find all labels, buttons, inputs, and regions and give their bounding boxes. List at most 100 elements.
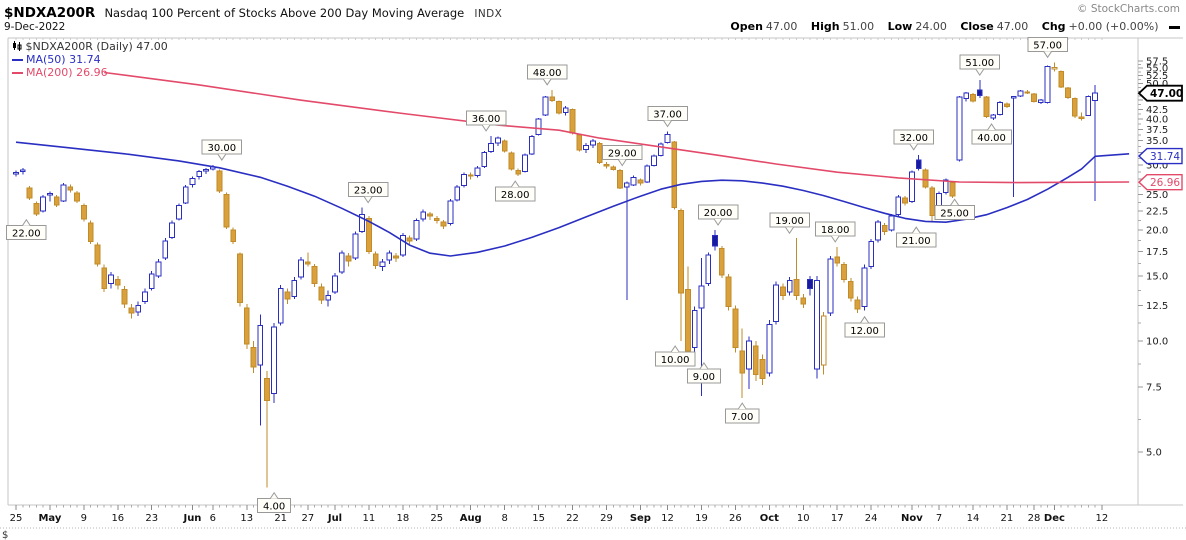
annotation-label: 30.00 (208, 143, 237, 154)
x-axis-label: 6 (210, 513, 216, 524)
candle (399, 235, 406, 256)
legend-ma50-row: MA(50) 31.74 (12, 53, 168, 66)
candle (1058, 71, 1065, 88)
price-box-label: 47.00 (1150, 88, 1183, 100)
y-axis-label: 5.0 (1146, 447, 1162, 458)
y-axis-label: 35.0 (1146, 136, 1168, 147)
open-label: Open (730, 20, 763, 33)
candle (664, 134, 671, 144)
candle (562, 107, 569, 114)
x-axis-label: 29 (600, 513, 613, 524)
y-axis-label: 50.0 (1146, 79, 1168, 90)
annotation-pointer (481, 124, 491, 132)
candle (813, 279, 820, 370)
candle (67, 186, 74, 191)
x-axis-label: 27 (301, 513, 314, 524)
price-box-ma50 (1137, 147, 1183, 165)
candle (386, 252, 393, 261)
y-axis-label: 40.0 (1146, 115, 1168, 126)
candle (942, 179, 949, 193)
legend-series-row: $NDXA200R (Daily) 47.00 (12, 40, 168, 53)
chart-plot-area[interactable] (8, 38, 1138, 505)
y-axis-label: 10.0 (1146, 337, 1168, 348)
candle (854, 299, 861, 310)
annotation-pointer (699, 361, 709, 370)
candle (250, 347, 257, 368)
candle (121, 288, 128, 305)
x-axis-month-label: Nov (901, 513, 923, 524)
candle (902, 197, 908, 204)
annotation-pointer (987, 123, 996, 131)
y-axis-label: 25.0 (1146, 190, 1168, 201)
annotation-pointer (713, 218, 723, 226)
candle (705, 254, 712, 285)
y-axis-label: 30.0 (1146, 161, 1168, 172)
x-axis-label: 28 (1028, 513, 1041, 524)
candle (861, 267, 868, 308)
annotation-label: 29.00 (608, 149, 637, 160)
annotation-label: 28.00 (501, 190, 530, 201)
x-axis-label: 19 (695, 513, 708, 524)
candle (74, 192, 80, 202)
annotation-label: 57.00 (1033, 40, 1062, 51)
x-axis-month-label: Sep (630, 513, 651, 524)
annotation-label: 21.00 (902, 236, 931, 247)
annotation-label: 40.00 (977, 133, 1006, 144)
symbol-name-label: Nasdaq 100 Percent of Stocks Above 200 D… (104, 6, 465, 20)
candle (155, 261, 162, 277)
price-box-ma200 (1137, 173, 1183, 191)
x-axis-label: 26 (729, 513, 742, 524)
candle (746, 340, 752, 370)
candle (725, 276, 732, 308)
candle (651, 155, 657, 167)
annotation-pointer (269, 491, 279, 499)
chart-date: 9-Dec-2022 (4, 21, 66, 33)
exchange-label: INDX (474, 8, 503, 20)
x-axis-label: 9 (81, 513, 87, 524)
y-axis-label: 57.5 (1146, 56, 1168, 67)
annotation-label: 25.00 (940, 208, 969, 219)
candle (583, 145, 590, 150)
x-axis-label: 24 (865, 513, 878, 524)
candle (40, 196, 47, 212)
annotation-label: 12.00 (850, 326, 879, 337)
candle (1051, 66, 1058, 70)
candle (454, 186, 461, 201)
candle (284, 291, 291, 300)
chg-value: +0.00 (+0.00%) (1068, 20, 1159, 33)
candle (908, 171, 915, 202)
candle (637, 179, 644, 184)
ma50-line (15, 141, 1130, 257)
candle (1078, 116, 1085, 120)
annotation-pointer (909, 143, 919, 151)
candle (834, 256, 841, 264)
candle (223, 193, 230, 228)
x-axis-month-label: Dec (1044, 513, 1065, 524)
candle (257, 325, 264, 366)
candle (610, 166, 617, 170)
candle (1024, 91, 1031, 94)
candle (108, 274, 114, 285)
y-axis-label: 12.5 (1146, 301, 1168, 312)
candle (311, 266, 318, 285)
candle (359, 214, 366, 233)
y-axis-label: 55.0 (1146, 64, 1168, 75)
candle (291, 279, 298, 298)
high-value: 51.00 (842, 20, 875, 33)
candle (1037, 99, 1044, 103)
price-box-label: 31.74 (1150, 151, 1180, 163)
candle (698, 285, 705, 309)
x-axis-month-label: Oct (760, 513, 779, 524)
high-label: High (810, 20, 840, 33)
candle (1031, 93, 1037, 103)
price-box-close (1137, 84, 1183, 102)
candle (881, 224, 888, 233)
candle (895, 196, 902, 216)
candle (87, 222, 94, 243)
annotation-pointer (617, 159, 627, 167)
candle (216, 170, 223, 192)
annotation-pointer (911, 226, 921, 234)
candle (623, 182, 630, 188)
